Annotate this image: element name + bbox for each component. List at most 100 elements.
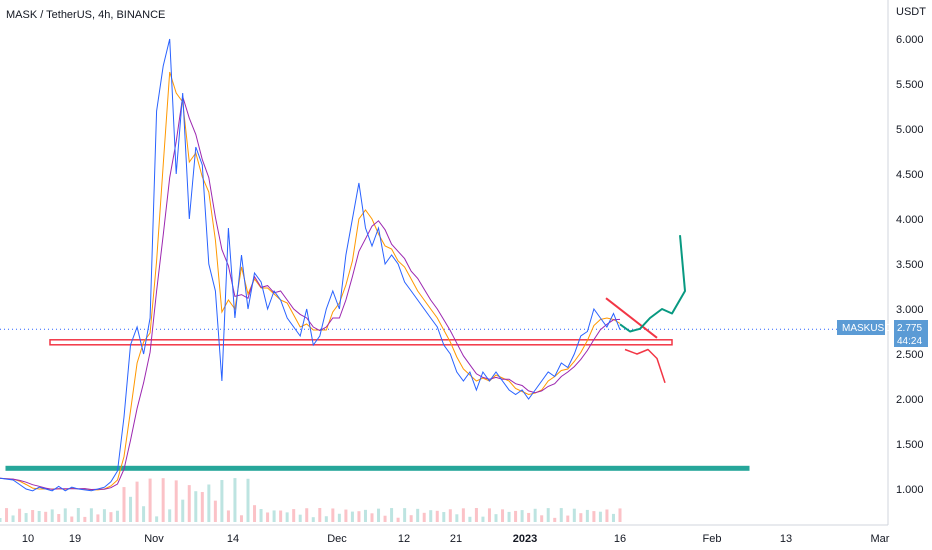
volume-bar bbox=[409, 515, 413, 522]
y-tick-label: 5.000 bbox=[896, 124, 924, 136]
volume-bar bbox=[155, 516, 159, 522]
volume-bar bbox=[474, 508, 478, 522]
volume-bar bbox=[605, 509, 609, 522]
y-tick-label: 6.000 bbox=[896, 34, 924, 46]
volume-bar bbox=[390, 508, 394, 522]
volume-bar bbox=[324, 516, 328, 522]
volume-bar bbox=[572, 508, 576, 522]
volume-bar bbox=[618, 508, 622, 522]
chart-title: MASK / TetherUS, 4h, BINANCE bbox=[6, 9, 165, 21]
volume-bar bbox=[507, 511, 511, 522]
volume-bar bbox=[396, 517, 400, 522]
volume-bar bbox=[311, 517, 315, 522]
price-line bbox=[0, 38, 621, 492]
volume-bar bbox=[246, 478, 250, 522]
volume-bar bbox=[279, 510, 283, 522]
volume-bar bbox=[363, 509, 367, 522]
volume-bar bbox=[292, 509, 296, 522]
volume-bar bbox=[194, 491, 198, 522]
x-tick-label: Feb bbox=[703, 533, 722, 545]
y-tick-label: 2.500 bbox=[896, 349, 924, 361]
x-tick-label: 2023 bbox=[513, 533, 537, 545]
volume-bar bbox=[383, 515, 387, 522]
volume-bar bbox=[220, 480, 224, 522]
x-tick-label: 12 bbox=[398, 533, 410, 545]
x-tick-label: Nov bbox=[144, 533, 164, 545]
volume-bar bbox=[31, 510, 35, 522]
x-tick-label: 13 bbox=[780, 533, 792, 545]
volume-bar bbox=[272, 510, 276, 522]
volume-bar bbox=[76, 508, 80, 522]
volume-bar bbox=[337, 513, 341, 522]
bullish-projection bbox=[619, 235, 686, 333]
volume-bar bbox=[70, 516, 74, 522]
volume-bar bbox=[181, 499, 185, 522]
last-price-value: 2.775 bbox=[897, 323, 922, 334]
volume-bar bbox=[50, 509, 54, 522]
volume-bar bbox=[135, 481, 139, 522]
volume-bar bbox=[455, 514, 459, 522]
x-tick-label: 21 bbox=[450, 533, 462, 545]
y-tick-label: 4.000 bbox=[896, 214, 924, 226]
volume-bar bbox=[461, 508, 465, 522]
volume-bar bbox=[403, 508, 407, 522]
volume-bar bbox=[318, 508, 322, 522]
volume-bar bbox=[187, 485, 191, 522]
volume-bar bbox=[520, 510, 524, 522]
volume-bar bbox=[579, 513, 583, 522]
volume-bar bbox=[0, 518, 2, 522]
volume-bar bbox=[553, 517, 557, 522]
bearish-projection bbox=[624, 348, 666, 384]
volume-bar bbox=[487, 508, 491, 522]
volume-bar bbox=[350, 511, 354, 522]
y-tick-label: 3.500 bbox=[896, 259, 924, 271]
volume-bars bbox=[0, 478, 622, 522]
y-tick-label: 5.500 bbox=[896, 79, 924, 91]
currency-label: USDT bbox=[896, 6, 926, 18]
volume-bar bbox=[83, 516, 87, 522]
volume-bar bbox=[481, 516, 485, 522]
volume-bar bbox=[448, 509, 452, 522]
volume-bar bbox=[559, 508, 563, 522]
volume-bar bbox=[357, 511, 361, 522]
y-tick-label: 4.500 bbox=[896, 169, 924, 181]
volume-bar bbox=[24, 513, 28, 522]
volume-bar bbox=[540, 515, 544, 522]
volume-bar bbox=[44, 511, 48, 522]
volume-bar bbox=[115, 510, 119, 522]
volume-bar bbox=[514, 510, 518, 522]
y-tick-label: 2.000 bbox=[896, 394, 924, 406]
volume-bar bbox=[168, 509, 172, 522]
volume-bar bbox=[207, 484, 211, 522]
volume-bar bbox=[501, 509, 505, 522]
volume-bar bbox=[239, 515, 243, 522]
volume-bar bbox=[89, 508, 93, 522]
volume-bar bbox=[174, 480, 178, 522]
ma-purple-line bbox=[0, 96, 621, 491]
volume-bar bbox=[377, 508, 381, 522]
volume-bar bbox=[37, 511, 41, 522]
volume-bar bbox=[331, 508, 335, 522]
volume-bar bbox=[161, 478, 165, 522]
x-tick-label: Dec bbox=[327, 533, 347, 545]
volume-bar bbox=[57, 514, 61, 522]
time-axis[interactable]: 10 19 Nov 14 Dec 12 21 2023 16 Feb 13 Mar bbox=[22, 533, 890, 545]
last-price-badge[interactable]: MASKUSDT 2.775 44:24 bbox=[837, 320, 928, 347]
volume-bar bbox=[298, 514, 302, 522]
volume-bar bbox=[416, 508, 420, 522]
volume-bar bbox=[142, 506, 146, 522]
volume-bar bbox=[102, 509, 106, 522]
volume-bar bbox=[494, 514, 498, 522]
volume-bar bbox=[11, 515, 15, 522]
price-axis[interactable]: 1.000 1.500 2.000 2.500 3.000 3.500 4.000 4.500… bbox=[896, 34, 924, 496]
plot-area bbox=[0, 38, 888, 492]
x-tick-label: 14 bbox=[227, 533, 239, 545]
volume-bar bbox=[429, 510, 433, 522]
volume-bar bbox=[533, 508, 537, 522]
volume-bar bbox=[422, 512, 426, 522]
support-level-green bbox=[5, 465, 750, 471]
volume-bar bbox=[109, 512, 113, 522]
volume-bar bbox=[5, 508, 9, 522]
volume-bar bbox=[442, 512, 446, 522]
descending-trendline bbox=[605, 297, 658, 339]
